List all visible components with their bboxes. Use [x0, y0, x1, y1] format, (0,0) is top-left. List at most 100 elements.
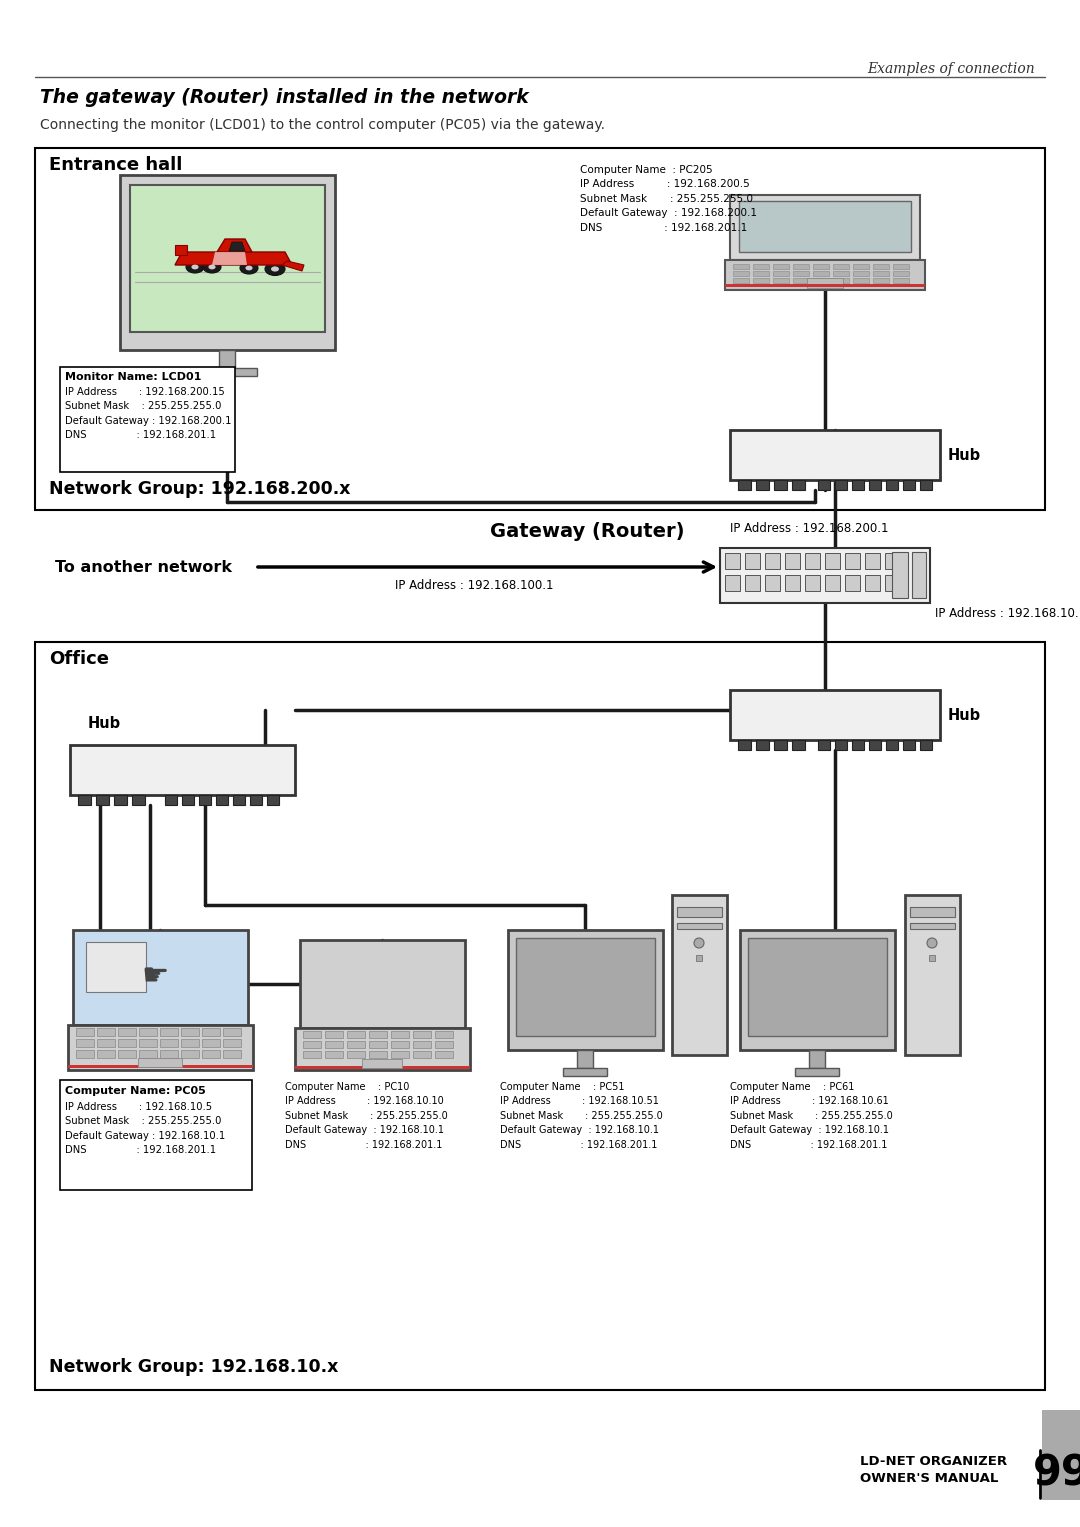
- Bar: [725, 284, 924, 287]
- Bar: [677, 922, 723, 928]
- Bar: [303, 1041, 321, 1048]
- Bar: [725, 576, 740, 591]
- Bar: [873, 270, 889, 276]
- Bar: [845, 553, 860, 570]
- Text: OWNER'S MANUAL: OWNER'S MANUAL: [860, 1472, 998, 1484]
- Bar: [738, 741, 751, 750]
- Polygon shape: [229, 241, 245, 250]
- Text: Connecting the monitor (LCD01) to the control computer (PC05) via the gateway.: Connecting the monitor (LCD01) to the co…: [40, 118, 605, 131]
- Bar: [97, 1038, 114, 1048]
- Bar: [818, 479, 831, 490]
- Text: Computer Name    : PC51
IP Address          : 192.168.10.51
Subnet Mask       : : Computer Name : PC51 IP Address : 192.16…: [500, 1083, 663, 1150]
- Bar: [756, 741, 769, 750]
- Bar: [413, 1041, 431, 1048]
- Bar: [892, 551, 908, 599]
- Bar: [733, 270, 750, 276]
- Bar: [795, 1067, 839, 1077]
- Text: Computer Name    : PC61
IP Address          : 192.168.10.61
Subnet Mask       : : Computer Name : PC61 IP Address : 192.16…: [730, 1083, 893, 1150]
- Bar: [920, 741, 932, 750]
- Bar: [903, 741, 915, 750]
- Text: Hub: Hub: [87, 716, 121, 731]
- Bar: [369, 1041, 387, 1048]
- Ellipse shape: [191, 264, 199, 269]
- Bar: [805, 553, 820, 570]
- Bar: [869, 479, 881, 490]
- Bar: [730, 431, 940, 479]
- Ellipse shape: [240, 263, 258, 273]
- Circle shape: [694, 938, 704, 948]
- Bar: [202, 1051, 220, 1058]
- Bar: [873, 264, 889, 269]
- Bar: [833, 278, 849, 282]
- Bar: [725, 260, 924, 290]
- Bar: [369, 1051, 387, 1058]
- Bar: [183, 796, 194, 805]
- Bar: [893, 270, 909, 276]
- Bar: [577, 1051, 593, 1067]
- Ellipse shape: [186, 261, 204, 273]
- Text: Office: Office: [49, 651, 109, 667]
- Bar: [835, 741, 847, 750]
- Polygon shape: [217, 240, 252, 252]
- Bar: [60, 1080, 252, 1190]
- Bar: [853, 264, 869, 269]
- Bar: [76, 1051, 94, 1058]
- Text: LD-NET ORGANIZER: LD-NET ORGANIZER: [860, 1455, 1008, 1467]
- Bar: [391, 1031, 409, 1038]
- Text: Monitor Name: LCD01: Monitor Name: LCD01: [65, 373, 201, 382]
- Bar: [813, 278, 829, 282]
- Bar: [852, 741, 864, 750]
- Text: Hub: Hub: [948, 707, 981, 722]
- Bar: [325, 1051, 343, 1058]
- Bar: [267, 796, 279, 805]
- Bar: [809, 1051, 825, 1067]
- Bar: [903, 479, 915, 490]
- Bar: [833, 270, 849, 276]
- Bar: [805, 576, 820, 591]
- Bar: [910, 922, 955, 928]
- Bar: [910, 907, 955, 918]
- Bar: [774, 741, 787, 750]
- Bar: [413, 1031, 431, 1038]
- Bar: [222, 1028, 241, 1035]
- Text: The gateway (Router) installed in the network: The gateway (Router) installed in the ne…: [40, 89, 529, 107]
- Bar: [181, 1051, 199, 1058]
- Bar: [35, 148, 1045, 510]
- Text: IP Address : 192.168.10.1: IP Address : 192.168.10.1: [935, 608, 1080, 620]
- Bar: [139, 1028, 157, 1035]
- Text: Gateway (Router): Gateway (Router): [490, 522, 685, 541]
- Bar: [813, 270, 829, 276]
- Ellipse shape: [203, 261, 221, 273]
- Bar: [765, 553, 780, 570]
- Bar: [865, 553, 880, 570]
- Bar: [114, 796, 127, 805]
- Bar: [120, 176, 335, 350]
- Bar: [1042, 1409, 1080, 1500]
- Bar: [76, 1028, 94, 1035]
- Text: Network Group: 192.168.200.x: Network Group: 192.168.200.x: [49, 479, 351, 498]
- Bar: [68, 1025, 253, 1070]
- Bar: [391, 1041, 409, 1048]
- Bar: [818, 741, 831, 750]
- Bar: [249, 796, 262, 805]
- Bar: [835, 479, 847, 490]
- Bar: [825, 553, 840, 570]
- Bar: [745, 553, 760, 570]
- Ellipse shape: [271, 266, 279, 272]
- Bar: [78, 796, 91, 805]
- Bar: [435, 1031, 453, 1038]
- Bar: [325, 1031, 343, 1038]
- Bar: [138, 1058, 183, 1067]
- Bar: [73, 930, 248, 1025]
- Bar: [97, 1028, 114, 1035]
- Bar: [300, 941, 465, 1028]
- Bar: [765, 576, 780, 591]
- Ellipse shape: [265, 263, 285, 275]
- Bar: [893, 264, 909, 269]
- Text: Network Group: 192.168.10.x: Network Group: 192.168.10.x: [49, 1358, 338, 1376]
- Bar: [303, 1031, 321, 1038]
- Bar: [853, 278, 869, 282]
- Bar: [893, 278, 909, 282]
- Text: Hub: Hub: [948, 447, 981, 463]
- Bar: [139, 1051, 157, 1058]
